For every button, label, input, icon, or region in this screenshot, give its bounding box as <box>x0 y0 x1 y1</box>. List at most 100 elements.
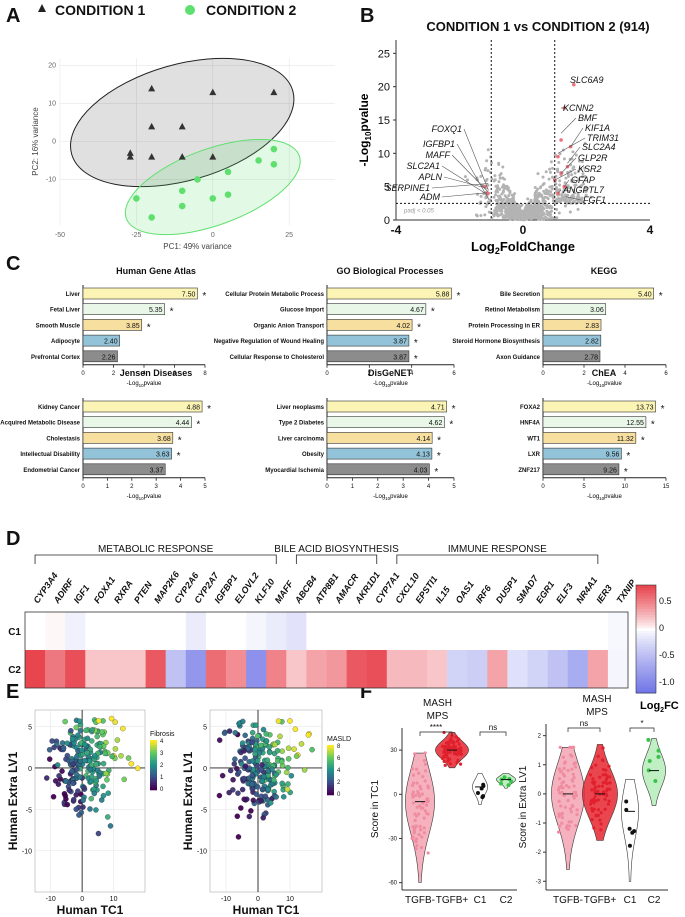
data-point <box>572 776 576 780</box>
volcano-point <box>486 183 490 187</box>
gene-label-down: SLC2A1 <box>406 161 440 171</box>
volcano-point <box>550 184 554 188</box>
sample-point <box>103 770 109 777</box>
heatmap-cell <box>65 650 86 688</box>
sample-point <box>69 736 76 742</box>
colorbar-segment <box>636 609 656 613</box>
volcano-point <box>496 194 500 198</box>
sample-point <box>94 733 100 740</box>
data-point <box>457 742 461 746</box>
legend-gradient-step <box>327 782 334 786</box>
enrichment-bar <box>542 334 602 347</box>
enrichment-bar <box>82 432 174 444</box>
gene-label: ELF3 <box>554 581 575 605</box>
data-point <box>656 748 661 753</box>
sample-point <box>291 746 297 752</box>
sample-point <box>230 787 236 793</box>
panel-a-pca: CONDITION 1 CONDITION 2 -50 -25 0 25 20 10 0 -1… <box>31 2 335 251</box>
data-point <box>593 785 598 789</box>
label-connector <box>560 157 577 174</box>
data-point <box>450 734 454 738</box>
sample-point <box>254 733 261 739</box>
volcano-point <box>558 197 562 201</box>
x-tick-label: 6 <box>173 371 177 377</box>
volcano-point <box>549 205 553 209</box>
volcano-point <box>507 210 511 214</box>
data-point <box>416 790 420 794</box>
data-point <box>624 799 629 804</box>
chart-title: ChEA <box>592 368 617 378</box>
x-tick-label: -50 <box>55 232 65 239</box>
legend-gradient-step <box>150 752 157 756</box>
x-tick-label: 4 <box>647 223 654 237</box>
volcano-point <box>511 198 515 202</box>
data-point <box>592 826 596 830</box>
sample-point <box>82 741 88 748</box>
volcano-point <box>550 216 554 220</box>
value-label: 3.63 <box>156 452 170 459</box>
value-label: 12.55 <box>626 420 644 427</box>
volcano-point <box>578 185 582 189</box>
sig-bracket <box>419 731 453 736</box>
volcano-point <box>494 193 498 197</box>
condition-1-point <box>270 88 278 96</box>
sample-point <box>288 773 295 779</box>
sample-point <box>266 749 273 756</box>
data-point <box>589 802 593 806</box>
data-point <box>447 743 451 747</box>
sample-point <box>84 735 91 742</box>
data-point <box>563 760 567 764</box>
sample-point <box>108 715 115 722</box>
volcano-point <box>547 177 551 181</box>
volcano-point <box>572 189 576 193</box>
volcano-point <box>479 214 483 218</box>
y-tick-label: 25 <box>378 48 390 60</box>
colorbar-segment <box>636 630 656 635</box>
data-point <box>457 737 461 741</box>
x-tick-label: 4 <box>427 484 431 490</box>
legend-gradient-step <box>327 755 334 758</box>
legend-tick: 8 <box>337 744 341 750</box>
value-label: 4.14 <box>417 436 431 443</box>
volcano-point <box>483 168 487 172</box>
colorbar-segment <box>636 684 656 689</box>
x-tick-label: 0 <box>520 223 527 237</box>
volcano-point <box>539 204 543 208</box>
enrichment-bar <box>82 334 120 347</box>
heatmap-cell <box>65 612 86 650</box>
category-label: Cellular Protein Metabolic Process <box>225 292 324 298</box>
chart-title-line2: MPS <box>586 707 608 718</box>
sample-point <box>89 738 95 744</box>
sample-point <box>87 746 94 753</box>
x-tick-label: 8 <box>203 371 207 377</box>
heatmap-cell <box>507 612 528 650</box>
volcano-point <box>497 161 501 165</box>
colorbar-segment <box>636 663 656 667</box>
colorbar-segment <box>636 601 656 605</box>
heatmap-cell <box>547 650 568 688</box>
heatmap-cell <box>567 650 589 688</box>
value-label: 4.67 <box>410 307 424 314</box>
heatmap-cell <box>547 612 568 650</box>
sample-point <box>135 765 141 772</box>
volcano-point <box>500 192 504 196</box>
volcano-point <box>549 209 553 213</box>
x-axis-label: -Log10pvalue <box>587 381 622 388</box>
label-connector <box>441 192 488 198</box>
gene-label-up: GFAP <box>571 175 595 185</box>
volcano-point <box>526 197 530 201</box>
x-tick-label: 10 <box>622 484 629 490</box>
legend-gradient-step <box>327 752 334 756</box>
sample-point <box>264 757 271 763</box>
category-label: Cellular Response to Cholesterol <box>230 355 325 361</box>
significance-star: * <box>452 404 456 415</box>
enrichment-bar <box>542 319 602 331</box>
volcano-point <box>475 214 479 218</box>
sample-point <box>239 786 246 793</box>
x-axis-label: -Log10pvalue <box>127 494 162 501</box>
sample-point <box>249 739 255 746</box>
violin-chart-1: MASH MPS 2 1 0 -1 -2 -3 Score in Extra LV1 TGFB- T… <box>518 694 668 906</box>
x-tick-label: 5 <box>582 484 586 490</box>
heatmap-cell <box>286 612 307 650</box>
colorbar-segment <box>636 641 656 645</box>
